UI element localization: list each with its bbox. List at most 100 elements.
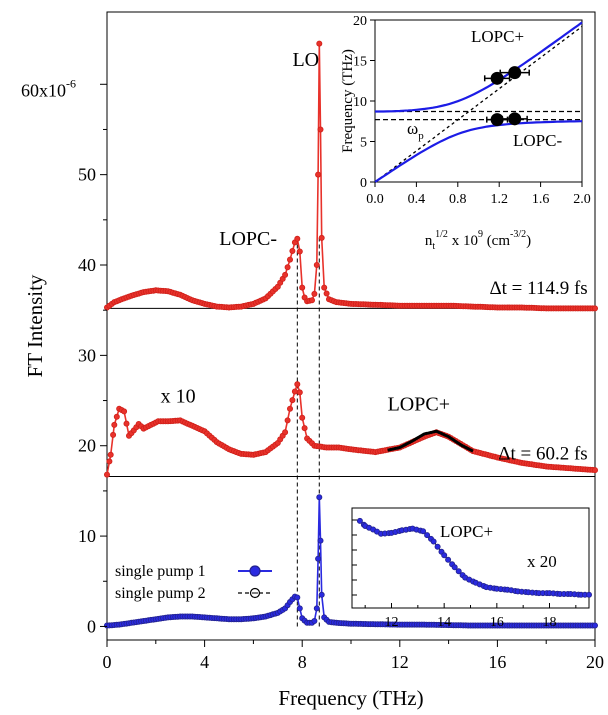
trace-single-pump-point bbox=[317, 537, 324, 544]
trace-114fs-point bbox=[592, 305, 599, 312]
inset-x-label-sup2: 9 bbox=[478, 229, 483, 240]
inset-x-label-mid: x 10 bbox=[448, 233, 478, 249]
x-tick-label: 4 bbox=[200, 652, 209, 672]
inset-x-label-close: ) bbox=[526, 233, 531, 249]
inset-x-label-n: n bbox=[425, 233, 433, 249]
peak-annotation: LOPC- bbox=[219, 228, 277, 250]
inset-plasma-sub: p bbox=[418, 130, 424, 142]
inset-plasma-omega: ω bbox=[407, 119, 418, 138]
y-tick-label: 30 bbox=[78, 345, 96, 365]
legend: single pump 1 single pump 2 bbox=[115, 563, 272, 602]
trace-single-pump-point bbox=[296, 605, 303, 612]
inset-lower-branch-label: LOPC- bbox=[513, 131, 562, 150]
inset-x-tick-label: 2.0 bbox=[573, 192, 591, 207]
trace-single-pump-point bbox=[318, 591, 325, 598]
trace-114fs-point bbox=[313, 261, 320, 268]
inset-y-tick-label: 15 bbox=[353, 55, 367, 70]
trace-60fs-point bbox=[121, 408, 128, 415]
trace-60fs-point bbox=[299, 414, 306, 421]
inset-lopc-marks bbox=[356, 517, 593, 598]
y-tick-label: 0 bbox=[87, 616, 96, 636]
y-axis-label: FT Intensity bbox=[23, 274, 47, 377]
inset-data-point bbox=[508, 112, 522, 126]
trace-114fs-point bbox=[316, 40, 323, 47]
trace-single-pump-point bbox=[294, 594, 301, 601]
y-tick-label: 40 bbox=[78, 255, 96, 275]
trace-114fs-point bbox=[323, 290, 330, 297]
peak-annotation: LOPC+ bbox=[388, 393, 450, 415]
inset-lopc-x-tick-label: 18 bbox=[543, 615, 557, 630]
inset-plasma-line bbox=[374, 25, 583, 183]
inset-x-label-sup: 1/2 bbox=[435, 229, 448, 240]
inset-lopc-point bbox=[445, 556, 452, 563]
peak-annotation: x 10 bbox=[161, 385, 196, 407]
inset-lopc-x-tick-label: 16 bbox=[490, 615, 504, 630]
inset-lopc-point bbox=[434, 543, 441, 550]
inset-lopc-point bbox=[441, 552, 448, 559]
trace-114fs-point bbox=[308, 297, 315, 304]
legend-label-single-pump-1: single pump 1 bbox=[115, 563, 206, 580]
x-tick-label: 0 bbox=[103, 652, 112, 672]
inset-lopc-point bbox=[455, 568, 462, 575]
inset-lopc-x-tick-label: 12 bbox=[385, 615, 399, 630]
inset-x-tick-label: 0.8 bbox=[449, 192, 467, 207]
trace-60fs-point bbox=[123, 420, 130, 427]
trace-114fs-point bbox=[284, 264, 291, 271]
inset-x-label-sup3: -3/2 bbox=[510, 229, 526, 240]
delay-label: Δt = 114.9 fs bbox=[489, 278, 587, 299]
trace-60fs-point bbox=[110, 431, 117, 438]
inset-dispersion-panel: 0.0 0.4 0.8 1.2 1.6 2.0 0 5 10 15 20 Frequency (TH… bbox=[340, 14, 591, 252]
trace-60fs-point bbox=[296, 389, 303, 396]
trace-single-pump-point bbox=[316, 494, 323, 501]
trace-114fs-point bbox=[299, 284, 306, 291]
trace-60fs-point bbox=[282, 429, 289, 436]
inset-dispersion-marks bbox=[374, 21, 583, 183]
inset-lopc-panel: 12 14 16 18 LOPC+ x 20 bbox=[351, 507, 593, 630]
peak-annotation: LO bbox=[292, 49, 319, 71]
trace-60fs-point bbox=[111, 421, 118, 428]
inset-y-tick-label: 10 bbox=[353, 95, 367, 110]
y-tick-label-sup: -6 bbox=[66, 76, 76, 90]
trace-60fs-point bbox=[301, 425, 308, 432]
trace-single-pump-point bbox=[313, 605, 320, 612]
trace-single-pump-point bbox=[315, 555, 322, 562]
trace-114fs-point bbox=[282, 271, 289, 278]
lopc-fit-line-0 bbox=[387, 429, 474, 453]
x-tick-label: 8 bbox=[298, 652, 307, 672]
inset-y-tick-label: 5 bbox=[360, 136, 367, 151]
inset-x-label-sub: t bbox=[432, 241, 435, 252]
inset-upper-branch-curve bbox=[375, 21, 583, 113]
inset-plasma-label: ωp bbox=[407, 119, 424, 142]
inset-x-label-end: (cm bbox=[483, 233, 510, 249]
inset-lower-branch-curve bbox=[374, 120, 583, 183]
y-tick-label: 60x10-6 bbox=[21, 76, 76, 100]
inset-data-point bbox=[490, 113, 504, 127]
y-tick-label: 10 bbox=[78, 526, 96, 546]
y-tick-label-base: 60x10 bbox=[21, 80, 66, 100]
trace-114fs-point bbox=[311, 290, 318, 297]
inset-x-tick-label: 0.4 bbox=[408, 192, 426, 207]
trace-114fs-point bbox=[321, 284, 328, 291]
trace-single-pump-point bbox=[311, 618, 318, 625]
trace-60fs-point bbox=[106, 458, 113, 465]
inset-lopc-label: LOPC+ bbox=[440, 522, 493, 541]
trace-114fs-point bbox=[294, 235, 301, 242]
inset-lopc-point bbox=[586, 591, 593, 598]
x-tick-label: 16 bbox=[488, 652, 506, 672]
trace-60fs-point bbox=[107, 451, 114, 458]
inset-lopc-x-tick-label: 14 bbox=[437, 615, 451, 630]
x-axis-label: Frequency (THz) bbox=[278, 686, 423, 710]
inset-data-point bbox=[490, 71, 504, 85]
inset-lopc-point bbox=[420, 528, 427, 535]
inset-data-point bbox=[508, 66, 522, 80]
trace-114fs-point bbox=[318, 234, 325, 241]
inset-lopc-point bbox=[424, 532, 431, 539]
trace-60fs-point bbox=[291, 388, 298, 395]
legend-swatch-marker-1 bbox=[249, 565, 261, 577]
inset-lopc-point bbox=[451, 564, 458, 571]
inset-dispersion-axes: 0.0 0.4 0.8 1.2 1.6 2.0 0 5 10 15 20 bbox=[353, 14, 591, 207]
trace-60fs-point bbox=[104, 471, 111, 478]
trace-114fs-point bbox=[286, 256, 293, 263]
inset-lopc-point bbox=[430, 538, 437, 545]
